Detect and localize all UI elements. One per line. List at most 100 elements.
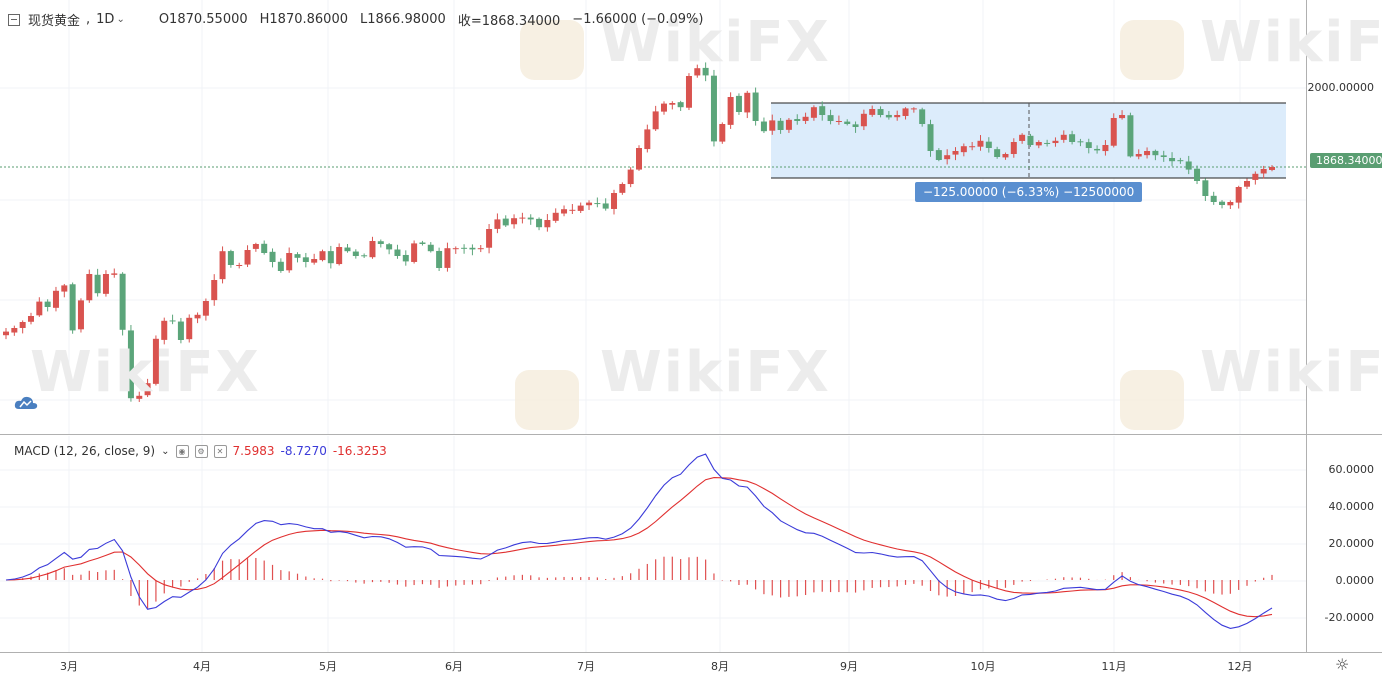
candle-body	[869, 109, 876, 115]
candle-body	[344, 247, 351, 252]
time-tick: 8月	[711, 660, 729, 673]
price-chart-pane[interactable]	[0, 0, 1306, 434]
candle-body	[627, 169, 634, 185]
candle-body	[1152, 150, 1159, 156]
candle-body	[144, 383, 151, 396]
candle-body	[219, 251, 226, 280]
candle-body	[677, 102, 684, 108]
candle-body	[419, 242, 426, 244]
pane-separator[interactable]	[0, 434, 1382, 435]
candle-body	[577, 205, 584, 211]
collapse-icon[interactable]	[8, 13, 20, 26]
candle-body	[502, 218, 509, 226]
candle-body	[1219, 201, 1226, 205]
candle-body	[852, 124, 859, 127]
macd-hist-value: 7.5983	[232, 444, 275, 458]
watermark-logo	[1120, 370, 1184, 430]
candle-body	[244, 250, 251, 265]
candle-body	[1210, 195, 1217, 202]
measure-label[interactable]: −125.00000 (−6.33%) −12500000	[915, 182, 1143, 202]
candle-body	[719, 124, 726, 142]
candle-body	[186, 317, 193, 340]
candle-body	[652, 111, 659, 130]
candle-body	[302, 257, 309, 262]
candle-body	[1027, 135, 1034, 145]
candle-body	[1202, 180, 1209, 196]
time-axis[interactable]: 3月 4月 5月 6月 7月 8月 9月 10月 11月 12月	[0, 652, 1382, 677]
time-tick: 10月	[970, 660, 996, 673]
candle-body	[1060, 134, 1067, 140]
candle-body	[586, 202, 593, 206]
candle-body	[602, 203, 609, 209]
candle-body	[1035, 142, 1042, 146]
candle-body	[336, 247, 343, 265]
candle-body	[885, 114, 892, 118]
macd-tick: -20.0000	[1324, 611, 1374, 624]
candle-body	[494, 219, 501, 229]
time-tick: 4月	[193, 660, 211, 673]
candle-body	[1169, 157, 1176, 162]
candle-body	[777, 120, 784, 130]
candle-body	[44, 301, 51, 307]
candle-body	[977, 140, 984, 147]
candle-body	[136, 395, 143, 399]
candle-body	[1052, 140, 1059, 144]
price-axis-border	[1306, 0, 1307, 652]
cloud-icon[interactable]	[14, 394, 38, 412]
time-tick: 11月	[1101, 660, 1127, 673]
settings-gear-icon[interactable]: ☼	[1335, 655, 1350, 674]
candle-body	[69, 284, 76, 331]
symbol-name[interactable]: 现货黄金	[28, 14, 81, 29]
price-chart-svg[interactable]	[0, 0, 1306, 434]
candle-body	[152, 338, 159, 384]
candle-body	[636, 148, 642, 170]
candle-body	[519, 217, 526, 219]
candle-body	[277, 261, 284, 271]
chevron-down-icon[interactable]: ⌄	[116, 14, 125, 25]
candle-body	[902, 108, 909, 116]
watermark-logo	[520, 20, 584, 80]
candle-body	[427, 244, 434, 252]
candle-body	[1135, 154, 1142, 157]
candle-body	[1102, 145, 1109, 152]
close-icon[interactable]: ✕	[213, 444, 227, 458]
candle-body	[819, 106, 826, 115]
time-tick: 9月	[840, 660, 858, 673]
candle-body	[377, 241, 384, 244]
macd-legend: MACD (12, 26, close, 9) ⌄ ◉ ⚙ ✕ 7.5983 -…	[14, 444, 387, 458]
macd-title[interactable]: MACD (12, 26, close, 9)	[14, 444, 156, 458]
candle-body	[644, 129, 651, 150]
candle-body	[1252, 173, 1259, 180]
candle-body	[127, 330, 134, 399]
low-value: L1866.98000	[360, 12, 446, 27]
macd-chart-svg[interactable]	[0, 436, 1306, 652]
candle-body	[1160, 155, 1167, 157]
candle-body	[1185, 161, 1192, 170]
price-tick: 2000.00000	[1307, 81, 1374, 94]
candle-body	[919, 109, 926, 124]
candle-body	[527, 217, 534, 220]
candle-body	[61, 285, 68, 292]
candle-body	[411, 243, 418, 262]
candle-body	[436, 250, 443, 268]
candle-body	[202, 301, 209, 316]
candle-body	[36, 301, 43, 316]
price-axis[interactable]: 2000.00000	[1307, 0, 1382, 434]
macd-pane[interactable]	[0, 436, 1306, 652]
candle-body	[860, 113, 867, 127]
candle-body	[1010, 142, 1017, 155]
eye-icon[interactable]: ◉	[175, 444, 189, 458]
candle-body	[694, 68, 701, 76]
candle-body	[1177, 160, 1184, 162]
interval-label[interactable]: 1D	[96, 12, 115, 27]
candle-body	[352, 251, 359, 256]
macd-line-value: -8.7270	[280, 444, 327, 458]
macd-axis[interactable]: 60.0000 40.0000 20.0000 0.0000 -20.0000	[1307, 436, 1382, 652]
candle-body	[111, 273, 118, 275]
signal-line	[5, 477, 1273, 618]
candle-body	[1227, 202, 1234, 206]
chevron-down-icon[interactable]: ⌄	[161, 445, 170, 457]
candle-body	[669, 103, 676, 105]
gear-icon[interactable]: ⚙	[194, 444, 208, 458]
candle-body	[211, 280, 218, 301]
